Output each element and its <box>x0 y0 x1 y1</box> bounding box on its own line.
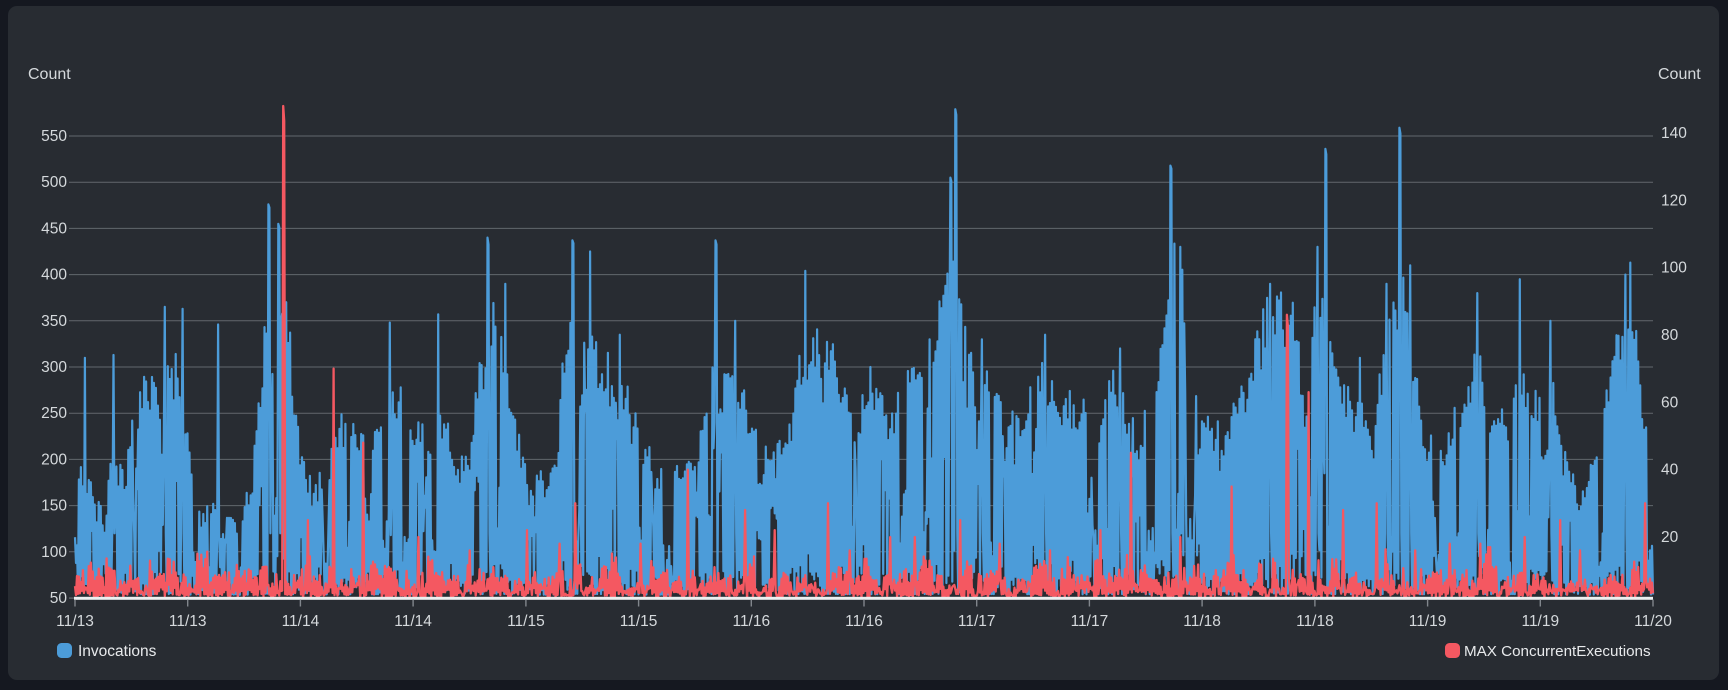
svg-text:250: 250 <box>41 405 67 422</box>
svg-text:11/16: 11/16 <box>732 613 770 630</box>
svg-text:11/13: 11/13 <box>56 613 94 630</box>
svg-text:11/18: 11/18 <box>1296 613 1334 630</box>
svg-text:100: 100 <box>1661 260 1687 277</box>
svg-text:11/18: 11/18 <box>1183 613 1221 630</box>
svg-text:Count: Count <box>28 66 71 83</box>
svg-text:350: 350 <box>41 313 67 330</box>
svg-text:500: 500 <box>41 174 67 191</box>
svg-text:11/17: 11/17 <box>1071 613 1109 630</box>
svg-text:11/15: 11/15 <box>620 613 658 630</box>
svg-text:140: 140 <box>1661 125 1687 142</box>
svg-text:11/19: 11/19 <box>1521 613 1559 630</box>
svg-text:100: 100 <box>41 544 67 561</box>
svg-text:11/20: 11/20 <box>1634 613 1672 630</box>
svg-text:300: 300 <box>41 359 67 376</box>
svg-text:450: 450 <box>41 220 67 237</box>
svg-text:11/16: 11/16 <box>845 613 883 630</box>
svg-text:80: 80 <box>1661 327 1679 344</box>
svg-text:150: 150 <box>41 498 67 515</box>
svg-text:120: 120 <box>1661 192 1687 209</box>
svg-text:11/14: 11/14 <box>394 613 432 630</box>
svg-text:11/15: 11/15 <box>507 613 545 630</box>
svg-text:50: 50 <box>50 590 68 607</box>
svg-text:550: 550 <box>41 128 67 145</box>
svg-text:200: 200 <box>41 451 67 468</box>
svg-text:MAX ConcurrentExecutions: MAX ConcurrentExecutions <box>1464 643 1651 660</box>
svg-text:11/17: 11/17 <box>958 613 996 630</box>
svg-text:Invocations: Invocations <box>78 643 157 660</box>
svg-text:11/19: 11/19 <box>1409 613 1447 630</box>
svg-text:60: 60 <box>1661 394 1679 411</box>
svg-text:11/14: 11/14 <box>282 613 320 630</box>
svg-text:40: 40 <box>1661 462 1679 479</box>
svg-text:Count: Count <box>1658 66 1701 83</box>
svg-text:11/13: 11/13 <box>169 613 207 630</box>
svg-text:400: 400 <box>41 267 67 284</box>
svg-text:20: 20 <box>1661 529 1679 546</box>
